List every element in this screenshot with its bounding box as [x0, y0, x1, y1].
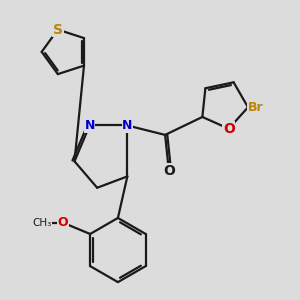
- Text: O: O: [163, 164, 175, 178]
- Text: S: S: [53, 22, 63, 37]
- Text: O: O: [58, 216, 68, 229]
- Text: O: O: [223, 122, 235, 136]
- Text: N: N: [122, 119, 133, 132]
- Text: N: N: [84, 119, 95, 132]
- Text: CH₃: CH₃: [33, 218, 52, 228]
- Text: Br: Br: [248, 101, 264, 114]
